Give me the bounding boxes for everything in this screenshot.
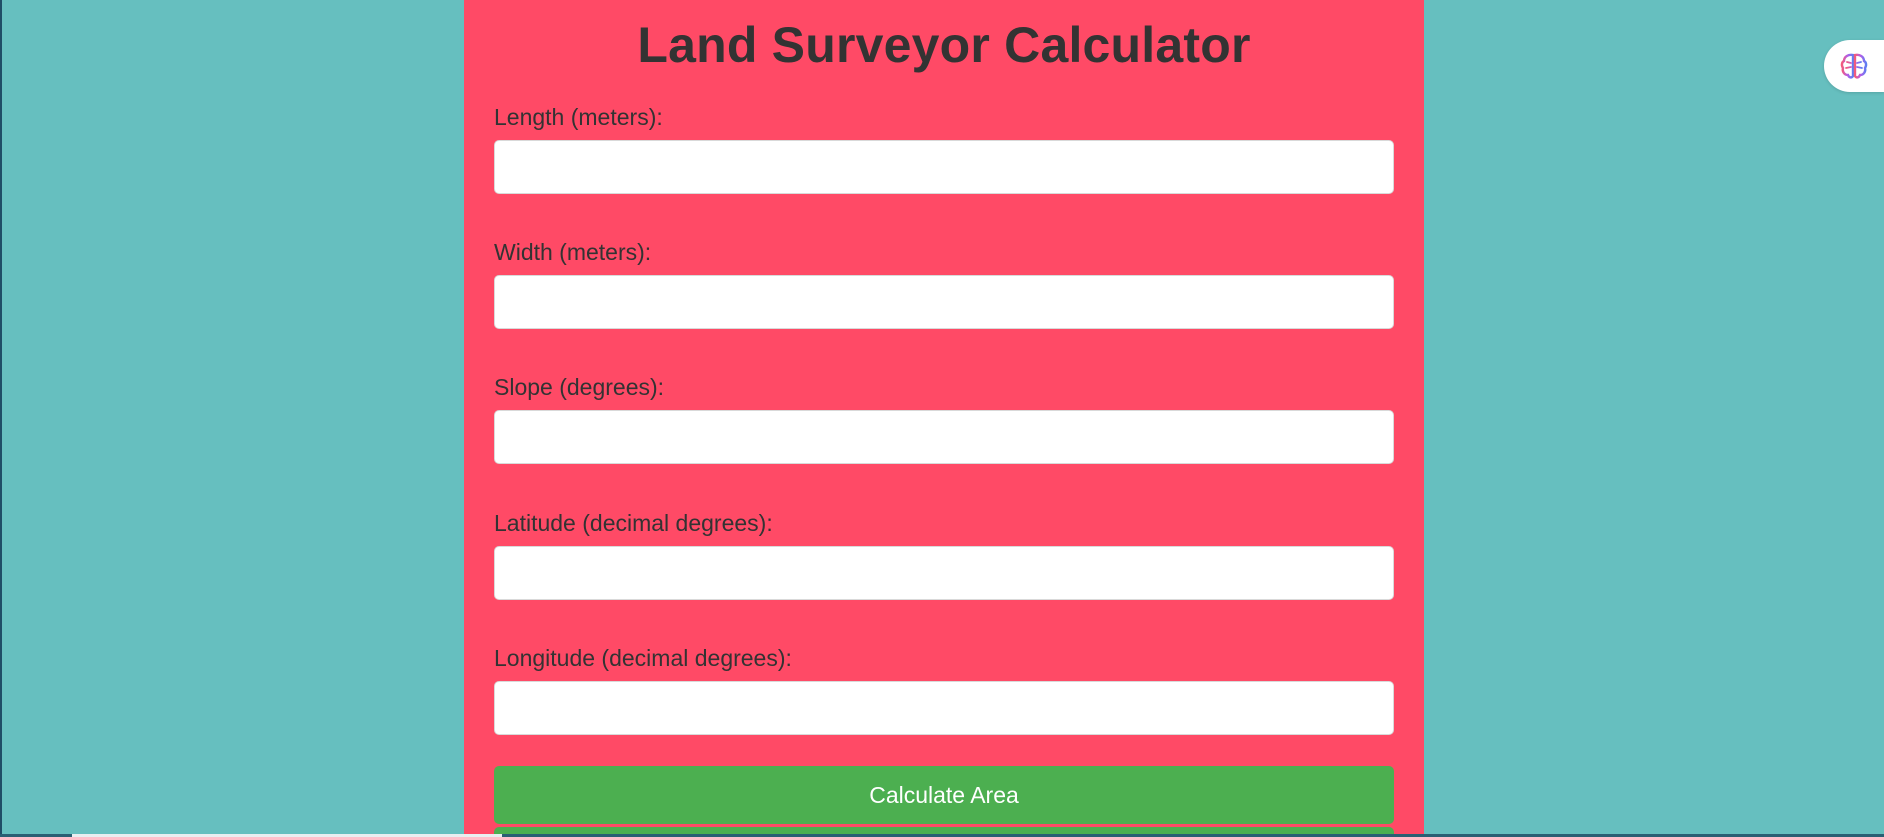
- slope-field-group: Slope (degrees):: [494, 374, 1394, 464]
- bottom-strip: [0, 834, 1884, 837]
- window-left-edge: [0, 0, 2, 837]
- latitude-input[interactable]: [494, 546, 1394, 600]
- calculator-card: Land Surveyor Calculator Length (meters)…: [464, 0, 1424, 837]
- width-field-group: Width (meters):: [494, 239, 1394, 329]
- length-label: Length (meters):: [494, 104, 663, 130]
- page-title: Land Surveyor Calculator: [637, 17, 1251, 73]
- length-field-group: Length (meters):: [494, 104, 1394, 194]
- next-button-partial[interactable]: [494, 827, 1394, 837]
- width-label: Width (meters):: [494, 239, 652, 265]
- longitude-field-group: Longitude (decimal degrees):: [494, 645, 1394, 735]
- slope-input[interactable]: [494, 410, 1394, 464]
- slope-label: Slope (degrees):: [494, 374, 665, 400]
- length-input[interactable]: [494, 140, 1394, 194]
- latitude-label: Latitude (decimal degrees):: [494, 510, 773, 536]
- calculate-area-button[interactable]: Calculate Area: [494, 766, 1394, 824]
- longitude-label: Longitude (decimal degrees):: [494, 645, 792, 671]
- latitude-field-group: Latitude (decimal degrees):: [494, 510, 1394, 600]
- width-input[interactable]: [494, 275, 1394, 329]
- longitude-input[interactable]: [494, 681, 1394, 735]
- extension-tab[interactable]: [1824, 40, 1884, 92]
